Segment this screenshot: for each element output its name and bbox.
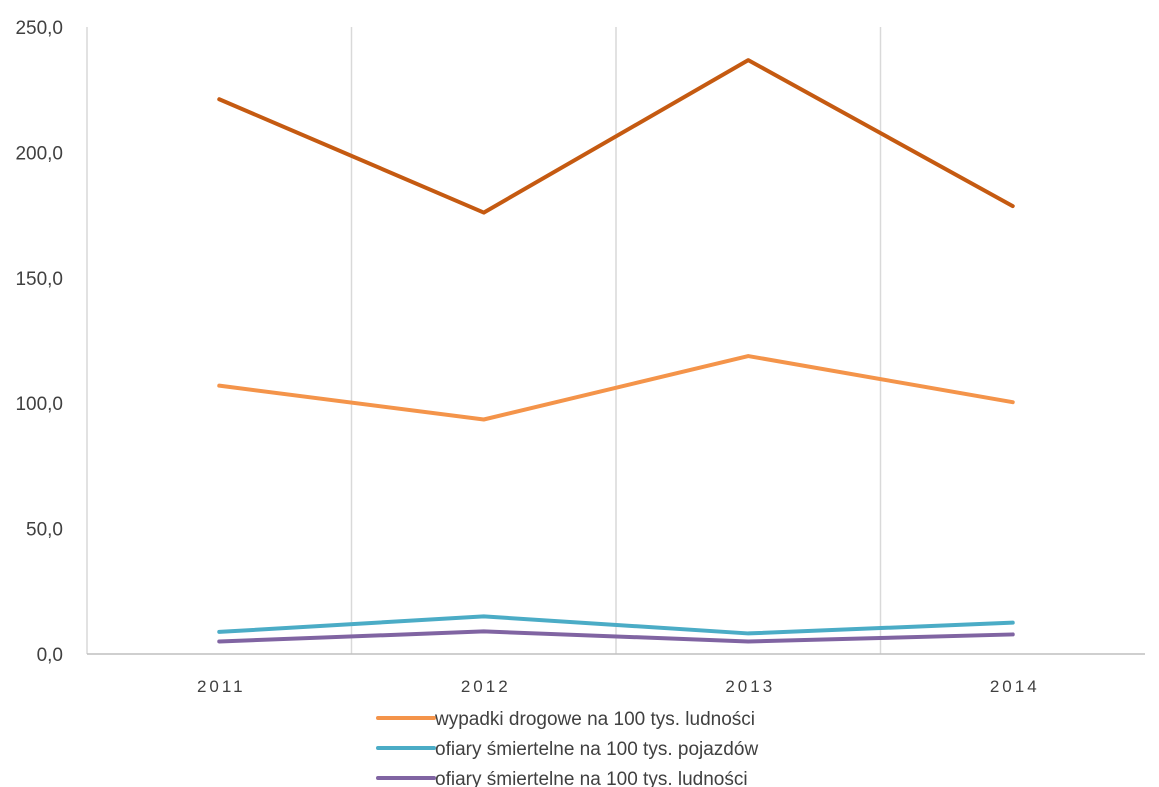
- y-tick-label: 150,0: [15, 269, 63, 290]
- y-tick-label: 250,0: [15, 18, 63, 39]
- y-tick-label: 0,0: [37, 645, 63, 666]
- legend-label: ofiary śmiertelne na 100 tys. pojazdów: [435, 739, 758, 760]
- y-tick-label: 100,0: [15, 394, 63, 415]
- x-tick-label: 2013: [725, 677, 775, 696]
- legend-label: ofiary śmiertelne na 100 tys. ludności: [435, 769, 748, 787]
- series-line: [217, 354, 1015, 422]
- x-tick-label: 2012: [461, 677, 511, 696]
- legend-label: wypadki drogowe na 100 tys. ludności: [434, 709, 755, 730]
- y-tick-label: 50,0: [26, 520, 63, 541]
- series-line: [217, 614, 1015, 636]
- series-line: [217, 58, 1015, 215]
- x-tick-label: 2014: [990, 677, 1040, 696]
- series-line: [217, 629, 1015, 644]
- x-tick-label: 2011: [197, 677, 246, 696]
- y-tick-label: 200,0: [15, 143, 63, 164]
